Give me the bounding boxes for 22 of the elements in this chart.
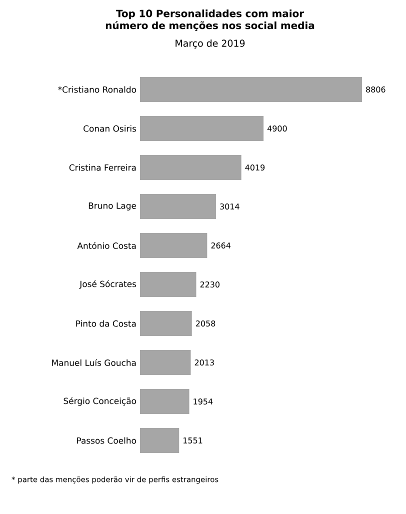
- y-tick-label: Sérgio Conceição: [64, 397, 136, 406]
- bar: [140, 76, 362, 102]
- bar: [140, 272, 196, 297]
- y-tick-label: *Cristiano Ronaldo: [58, 86, 136, 93]
- bar: [140, 428, 180, 454]
- bar: [140, 350, 191, 376]
- bar: [140, 155, 242, 180]
- y-tick-label: Conan Osiris: [84, 125, 136, 132]
- chart-title: Top 10 Personalidades com maior número de menções nos social media: [106, 10, 314, 31]
- y-tick-label: Pinto da Costa: [76, 320, 136, 327]
- y-tick-label: Cristina Ferreira: [69, 164, 136, 171]
- bar: [140, 116, 264, 141]
- bar: [140, 389, 190, 414]
- y-tick-label: António Costa: [77, 242, 136, 249]
- y-tick-label: Passos Coelho: [77, 437, 136, 444]
- bar: [140, 311, 192, 336]
- y-tick-label: Manuel Luís Goucha: [52, 359, 136, 366]
- y-tick-label: José Sócrates: [79, 280, 136, 289]
- chart-subtitle: Março de 2019: [176, 40, 245, 49]
- bar: [140, 194, 216, 219]
- bar: [140, 233, 208, 258]
- y-tick-label: Bruno Lage: [88, 202, 136, 210]
